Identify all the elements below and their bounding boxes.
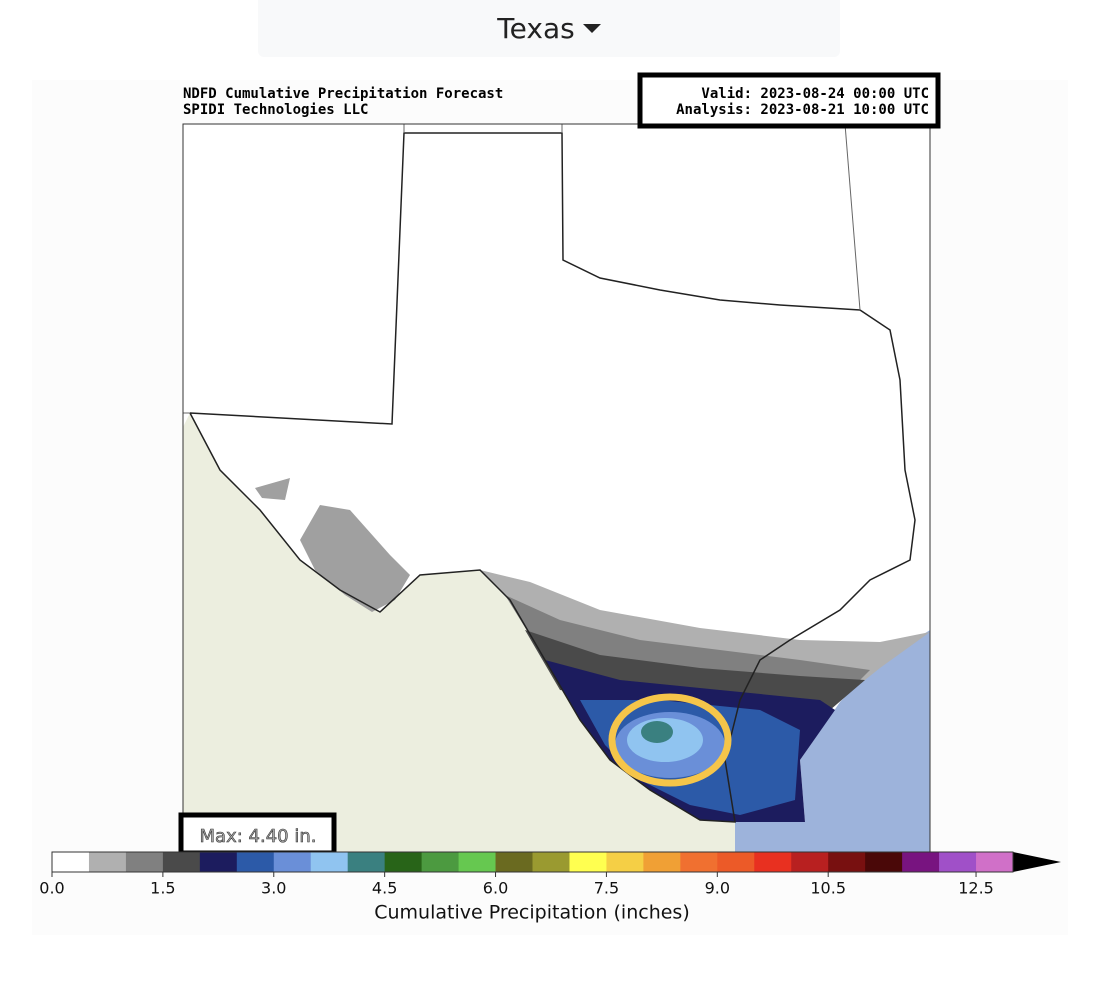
colorbar-bin <box>754 852 792 872</box>
colorbar-bin <box>680 852 718 872</box>
colorbar-tick-label: 4.5 <box>372 879 397 898</box>
colorbar-tick-label: 7.5 <box>594 879 619 898</box>
colorbar-bin <box>643 852 681 872</box>
colorbar-bin <box>162 852 201 872</box>
title-line: SPIDI Technologies LLC <box>183 102 368 118</box>
analysis-time: Analysis: 2023-08-21 10:00 UTC <box>676 102 929 118</box>
region-dropdown[interactable]: Texas <box>258 0 840 57</box>
dropdown-label: Texas <box>497 12 575 45</box>
valid-time: Valid: 2023-08-24 00:00 UTC <box>701 86 929 102</box>
colorbar-bin <box>310 852 349 872</box>
colorbar-bin <box>52 852 90 872</box>
highlight-ring <box>608 693 732 787</box>
colorbar-extend <box>1013 852 1061 872</box>
colorbar-tick-label: 9.0 <box>705 879 730 898</box>
colorbar-frame <box>51 851 1014 873</box>
colorbar-bin <box>865 852 903 872</box>
colorbar-bin <box>421 852 460 872</box>
texas-border <box>189 132 916 823</box>
colorbar-bin <box>273 852 312 872</box>
colorbar-bin <box>347 852 386 872</box>
colorbar-bin <box>939 852 977 872</box>
max-label: Max: 4.40 in. <box>200 826 317 847</box>
title-line: NDFD Cumulative Precipitation Forecast <box>183 86 503 102</box>
colorbar-bin <box>976 852 1014 872</box>
colorbar-bin <box>458 852 497 872</box>
colorbar-tick-label: 3.0 <box>261 879 286 898</box>
colorbar-bin <box>236 852 275 872</box>
colorbar-label: Cumulative Precipitation (inches) <box>374 902 690 924</box>
colorbar-bin <box>199 852 238 872</box>
time-box <box>637 72 941 129</box>
colorbar-tick-label: 0.0 <box>39 879 64 898</box>
gulf <box>735 630 930 852</box>
colorbar-bin <box>495 852 533 872</box>
colorbar-bin <box>569 852 607 872</box>
colorbar-bin <box>88 852 127 872</box>
colorbar-tick-label: 1.5 <box>150 879 175 898</box>
colorbar-tick-label: 12.5 <box>958 879 994 898</box>
mexico <box>183 413 735 852</box>
colorbar-bin <box>828 852 866 872</box>
colorbar-tick-label: 6.0 <box>483 879 508 898</box>
colorbar-bin <box>125 852 164 872</box>
state-line <box>844 123 861 311</box>
colorbar-bin <box>902 852 940 872</box>
precip <box>255 478 930 822</box>
colorbar-bin <box>717 852 755 872</box>
colorbar-tick-label: 10.5 <box>810 879 846 898</box>
colorbar-bin <box>532 852 570 872</box>
caret <box>582 24 601 33</box>
colorbar-bin <box>384 852 423 872</box>
colorbar-bin <box>791 852 829 872</box>
colorbar-bin <box>606 852 644 872</box>
